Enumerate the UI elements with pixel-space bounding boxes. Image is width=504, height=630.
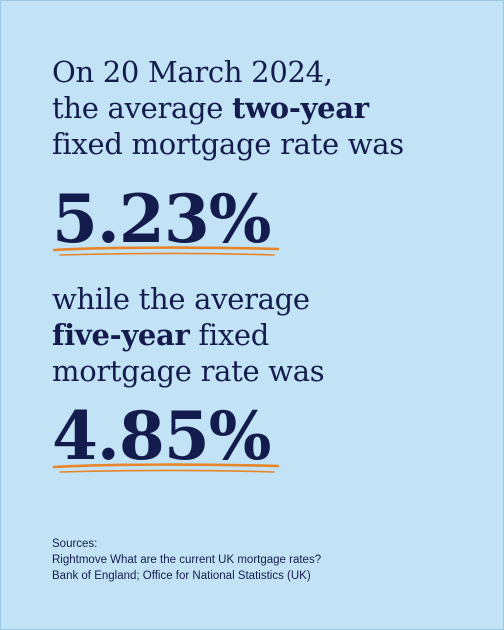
first-statement-line-3: fixed mortgage rate was [52, 127, 404, 161]
five-year-rate-value: 4.85% [52, 397, 271, 475]
source-line-boe-ons: Bank of England; Office for National Sta… [52, 570, 311, 582]
second-statement-line-3: mortgage rate was [52, 354, 325, 388]
second-statement-line-1: while the average [52, 282, 310, 316]
first-statement: On 20 March 2024, the average two-year f… [52, 54, 404, 162]
first-statement-line-2-text: the average [52, 91, 233, 125]
five-year-rate-underline [52, 463, 280, 473]
five-year-emphasis: five-year [52, 318, 190, 352]
two-year-rate-underline [52, 246, 280, 256]
two-year-rate-value: 5.23% [52, 180, 271, 258]
sources-footnote: Sources: Rightmove What are the current … [52, 536, 321, 584]
source-line-rightmove: Rightmove What are the current UK mortga… [52, 554, 322, 566]
first-statement-line-1: On 20 March 2024, [52, 55, 333, 89]
second-statement: while the average five-year fixed mortga… [52, 281, 325, 389]
sources-heading: Sources: [52, 538, 98, 550]
second-statement-line-2-text: fixed [189, 318, 270, 352]
two-year-emphasis: two-year [232, 91, 369, 125]
